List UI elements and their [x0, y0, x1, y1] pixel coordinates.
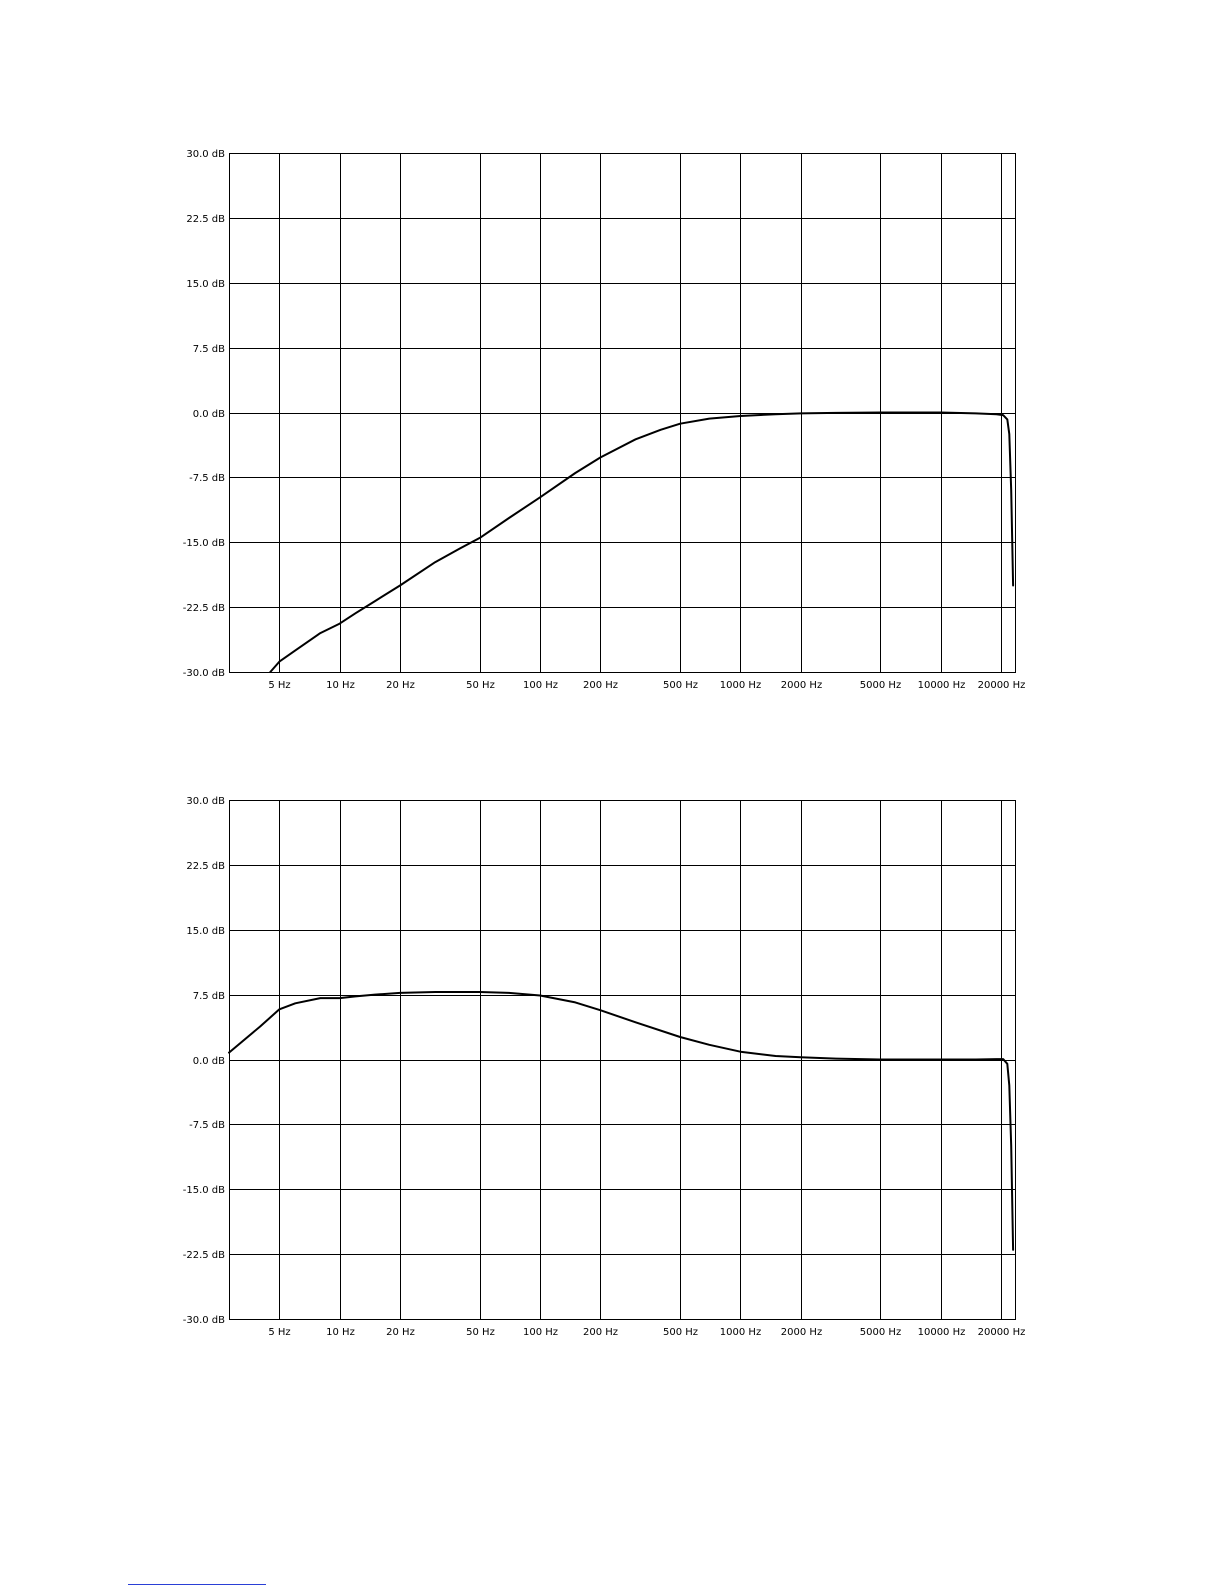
- y-tick-label: 0.0 dB: [193, 1056, 225, 1067]
- y-tick-label: 15.0 dB: [186, 926, 225, 937]
- y-tick-label: -15.0 dB: [183, 538, 225, 549]
- x-tick-label: 500 Hz: [663, 680, 698, 691]
- plot-frame: [229, 153, 1016, 673]
- plot-frame: [229, 800, 1016, 1320]
- x-tick-label: 10 Hz: [326, 1327, 355, 1338]
- x-tick-label: 500 Hz: [663, 1327, 698, 1338]
- frequency-response-chart-bottom: 30.0 dB 22.5 dB 15.0 dB 7.5 dB 0.0 dB -7.5 dB…: [183, 796, 1026, 1338]
- x-tick-label: 20000 Hz: [978, 680, 1026, 691]
- x-tick-label: 10000 Hz: [918, 680, 966, 691]
- x-tick-label: 2000 Hz: [781, 680, 822, 691]
- x-tick-label: 50 Hz: [466, 680, 495, 691]
- x-tick-label: 2000 Hz: [781, 1327, 822, 1338]
- y-tick-label: -7.5 dB: [189, 473, 225, 484]
- x-tick-label: 1000 Hz: [720, 1327, 761, 1338]
- y-tick-label: -22.5 dB: [183, 603, 225, 614]
- x-tick-label: 10000 Hz: [918, 1327, 966, 1338]
- x-tick-label: 100 Hz: [523, 1327, 558, 1338]
- response-curve: [269, 411, 1015, 673]
- x-tick-label: 10 Hz: [326, 680, 355, 691]
- y-tick-label: -22.5 dB: [183, 1250, 225, 1261]
- x-tick-label: 5000 Hz: [860, 680, 901, 691]
- x-tick-label: 100 Hz: [523, 680, 558, 691]
- frequency-response-chart-top: 30.0 dB 22.5 dB 15.0 dB 7.5 dB 0.0 dB -7.5 dB…: [183, 149, 1026, 691]
- y-tick-label: 15.0 dB: [186, 279, 225, 290]
- x-tick-label: 5000 Hz: [860, 1327, 901, 1338]
- y-tick-label: 7.5 dB: [193, 344, 225, 355]
- x-tick-label: 200 Hz: [583, 680, 618, 691]
- x-tick-label: 1000 Hz: [720, 680, 761, 691]
- y-tick-label: 7.5 dB: [193, 991, 225, 1002]
- y-tick-label: 22.5 dB: [186, 861, 225, 872]
- x-tick-label: 20 Hz: [386, 1327, 415, 1338]
- x-tick-label: 5 Hz: [268, 680, 290, 691]
- y-tick-label: 22.5 dB: [186, 214, 225, 225]
- y-tick-label: -7.5 dB: [189, 1120, 225, 1131]
- x-tick-label: 50 Hz: [466, 1327, 495, 1338]
- y-tick-label: -30.0 dB: [183, 668, 225, 679]
- x-tick-label: 5 Hz: [268, 1327, 290, 1338]
- y-tick-label: -15.0 dB: [183, 1185, 225, 1196]
- response-curve: [228, 991, 1015, 1251]
- y-tick-label: 30.0 dB: [186, 149, 225, 160]
- y-tick-label: -30.0 dB: [183, 1315, 225, 1326]
- y-tick-label: 0.0 dB: [193, 409, 225, 420]
- x-tick-label: 20000 Hz: [978, 1327, 1026, 1338]
- x-tick-label: 20 Hz: [386, 680, 415, 691]
- x-tick-label: 200 Hz: [583, 1327, 618, 1338]
- y-tick-label: 30.0 dB: [186, 796, 225, 807]
